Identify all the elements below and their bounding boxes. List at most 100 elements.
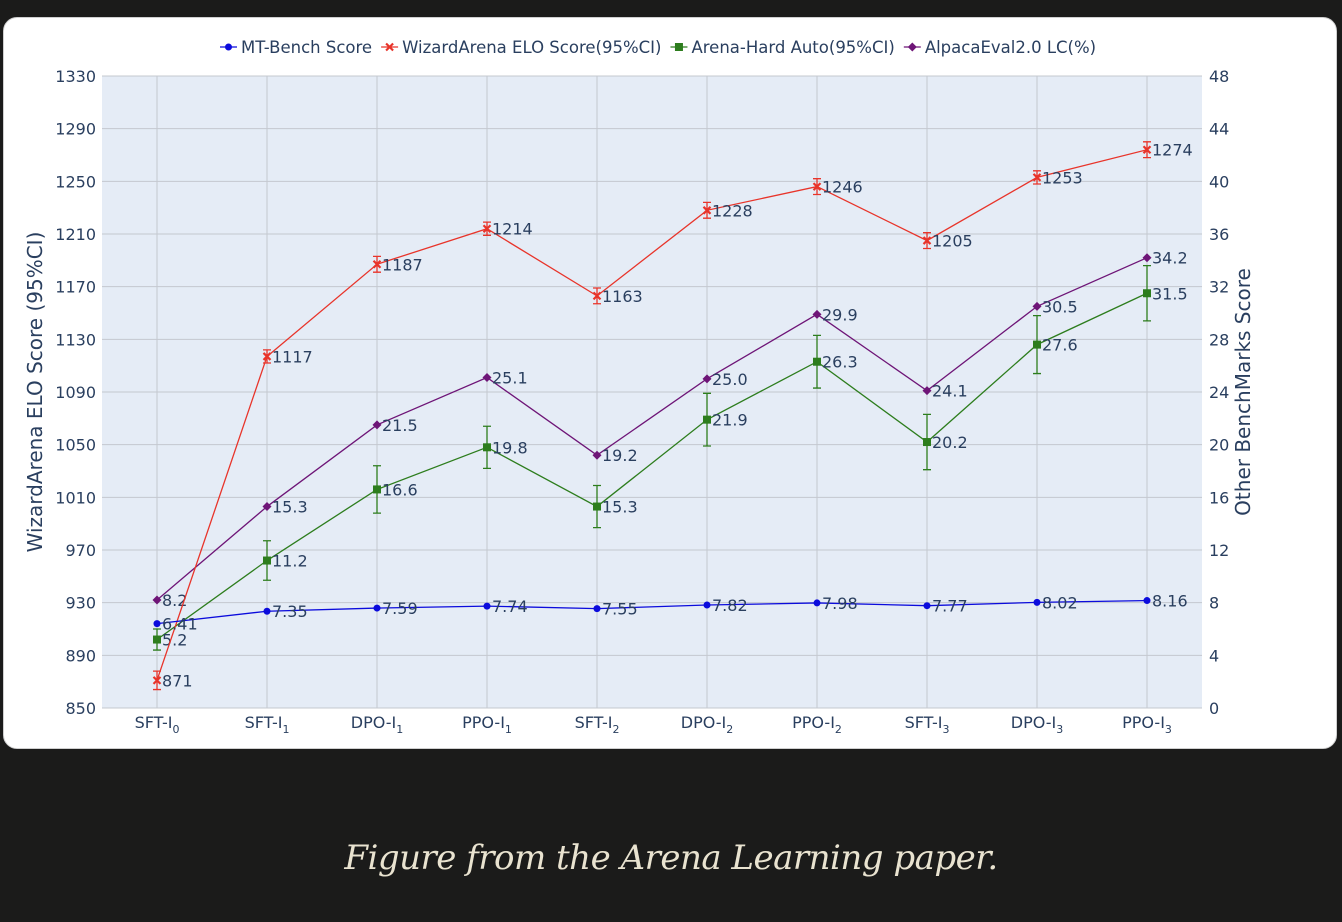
data-point-wizardarena-elo-score-95-ci <box>1142 145 1152 155</box>
data-label-wizardarena-elo-score-95-ci: 1253 <box>1042 168 1083 187</box>
chart: 850 890 930 970 1010 1050 1090 1130 1170 1210 1250… <box>23 38 1255 736</box>
data-label-wizardarena-elo-score-95-ci: 1228 <box>712 201 753 220</box>
legend-entry-mt-bench-score: MT-Bench Score <box>241 38 372 57</box>
y-right-tick-label: 48 <box>1209 67 1229 86</box>
y-left-tick-label: 1250 <box>55 172 96 191</box>
series-line-alpacaeval2-0-lc <box>156 257 1148 601</box>
data-label-mt-bench-score: 8.02 <box>1042 593 1078 612</box>
series-line-arena-hard-auto-95-ci <box>156 292 1148 641</box>
data-label-mt-bench-score: 7.59 <box>382 599 418 618</box>
x-tick-label: DPO-I1 <box>351 713 404 736</box>
y-left-tick-label: 1330 <box>55 67 96 86</box>
data-point-arena-hard-auto-95-ci <box>373 485 381 494</box>
data-label-wizardarena-elo-score-95-ci: 1274 <box>1152 141 1193 160</box>
data-label-alpacaeval2-0-lc: 30.5 <box>1042 297 1078 316</box>
data-point-alpacaeval2-0-lc <box>1142 253 1152 263</box>
data-point-wizardarena-elo-score-95-ci <box>482 224 492 234</box>
y-left-tick-label: 930 <box>65 594 96 613</box>
data-point-alpacaeval2-0-lc <box>592 450 602 460</box>
data-label-alpacaeval2-0-lc: 34.2 <box>1152 249 1188 268</box>
data-point-mt-bench-score <box>373 604 381 612</box>
y-right-axis-title: Other BenchMarks Score <box>1231 268 1255 516</box>
data-label-wizardarena-elo-score-95-ci: 1187 <box>382 255 423 274</box>
data-label-mt-bench-score: 7.82 <box>712 596 748 615</box>
y-right-tick-label: 16 <box>1209 488 1229 507</box>
data-label-mt-bench-score: 7.77 <box>932 597 968 616</box>
data-label-arena-hard-auto-95-ci: 26.3 <box>822 353 858 372</box>
y-right-tick-label: 32 <box>1209 278 1229 297</box>
legend-entry-alpacaeval2-0-lc: AlpacaEval2.0 LC(%) <box>925 38 1096 57</box>
x-tick-label: PPO-I1 <box>462 713 512 736</box>
y-left-tick-label: 970 <box>65 541 96 560</box>
data-point-arena-hard-auto-95-ci <box>703 415 711 424</box>
data-point-arena-hard-auto-95-ci <box>593 502 601 511</box>
data-point-alpacaeval2-0-lc <box>702 374 712 384</box>
data-point-wizardarena-elo-score-95-ci <box>372 260 382 269</box>
data-label-wizardarena-elo-score-95-ci: 1205 <box>932 232 973 251</box>
data-point-arena-hard-auto-95-ci <box>483 443 491 452</box>
data-point-wizardarena-elo-score-95-ci <box>592 291 602 301</box>
y-right-tick-label: 4 <box>1209 646 1219 665</box>
data-point-mt-bench-score <box>703 601 711 609</box>
y-right-tick-label: 0 <box>1209 699 1219 718</box>
data-label-mt-bench-score: 6.41 <box>162 615 198 634</box>
legend-entry-wizardarena-elo-score-95-ci: WizardArena ELO Score(95%CI) <box>402 38 661 57</box>
y-left-tick-label: 1210 <box>55 225 96 244</box>
series-line-mt-bench-score <box>156 599 1148 625</box>
data-point-mt-bench-score <box>153 620 161 628</box>
data-point-mt-bench-score <box>813 599 821 607</box>
data-label-wizardarena-elo-score-95-ci: 1214 <box>492 220 533 239</box>
data-label-arena-hard-auto-95-ci: 20.2 <box>932 433 968 452</box>
data-label-wizardarena-elo-score-95-ci: 1163 <box>602 287 643 306</box>
data-label-arena-hard-auto-95-ci: 5.2 <box>162 631 187 650</box>
data-point-alpacaeval2-0-lc <box>922 386 932 396</box>
data-point-wizardarena-elo-score-95-ci <box>922 236 932 245</box>
data-point-alpacaeval2-0-lc <box>152 595 162 605</box>
data-label-arena-hard-auto-95-ci: 31.5 <box>1152 284 1188 303</box>
data-point-alpacaeval2-0-lc <box>372 420 382 430</box>
data-point-mt-bench-score <box>593 605 601 613</box>
y-left-tick-label: 1170 <box>55 278 96 297</box>
data-point-alpacaeval2-0-lc <box>482 373 492 383</box>
data-point-alpacaeval2-0-lc <box>1032 301 1042 311</box>
data-point-mt-bench-score <box>1033 598 1041 606</box>
data-point-arena-hard-auto-95-ci <box>1033 340 1041 349</box>
data-label-arena-hard-auto-95-ci: 15.3 <box>602 498 638 517</box>
data-point-wizardarena-elo-score-95-ci <box>812 182 822 191</box>
data-label-alpacaeval2-0-lc: 19.2 <box>602 446 638 465</box>
legend-marker-alpacaeval2-0-lc <box>907 42 917 52</box>
y-left-axis-title: WizardArena ELO Score (95%CI) <box>23 232 47 553</box>
data-point-wizardarena-elo-score-95-ci <box>152 676 162 685</box>
data-label-mt-bench-score: 8.16 <box>1152 592 1188 611</box>
data-label-alpacaeval2-0-lc: 8.2 <box>162 591 187 610</box>
data-label-alpacaeval2-0-lc: 21.5 <box>382 416 418 435</box>
data-point-wizardarena-elo-score-95-ci <box>702 206 712 215</box>
legend-entry-arena-hard-auto-95-ci: Arena-Hard Auto(95%CI) <box>691 38 894 57</box>
series-line-wizardarena-elo-score-95-ci <box>156 149 1148 681</box>
y-right-tick-label: 28 <box>1209 330 1229 349</box>
y-left-tick-label: 1130 <box>55 330 96 349</box>
y-left-tick-label: 1010 <box>55 488 96 507</box>
data-point-alpacaeval2-0-lc <box>812 309 822 319</box>
data-label-alpacaeval2-0-lc: 29.9 <box>822 305 858 324</box>
y-right-tick-label: 44 <box>1209 120 1229 139</box>
x-tick-label: PPO-I2 <box>792 713 842 736</box>
x-tick-label: SFT-I1 <box>245 713 290 736</box>
data-point-mt-bench-score <box>483 602 491 610</box>
y-right-tick-label: 24 <box>1209 383 1229 402</box>
data-label-alpacaeval2-0-lc: 25.1 <box>492 369 528 388</box>
y-left-tick-label: 890 <box>65 646 96 665</box>
data-point-mt-bench-score <box>263 607 271 615</box>
y-left-tick-label: 1090 <box>55 383 96 402</box>
legend-marker-mt-bench-score <box>225 43 232 51</box>
data-point-arena-hard-auto-95-ci <box>1143 289 1151 298</box>
data-point-arena-hard-auto-95-ci <box>813 357 821 366</box>
data-point-mt-bench-score <box>1143 597 1151 605</box>
data-label-arena-hard-auto-95-ci: 19.8 <box>492 438 528 457</box>
data-label-arena-hard-auto-95-ci: 27.6 <box>1042 336 1078 355</box>
y-right-tick-label: 40 <box>1209 172 1229 191</box>
y-left-tick-label: 1050 <box>55 436 96 455</box>
data-label-mt-bench-score: 7.55 <box>602 600 638 619</box>
y-right-tick-label: 8 <box>1209 594 1219 613</box>
data-point-arena-hard-auto-95-ci <box>153 635 161 644</box>
